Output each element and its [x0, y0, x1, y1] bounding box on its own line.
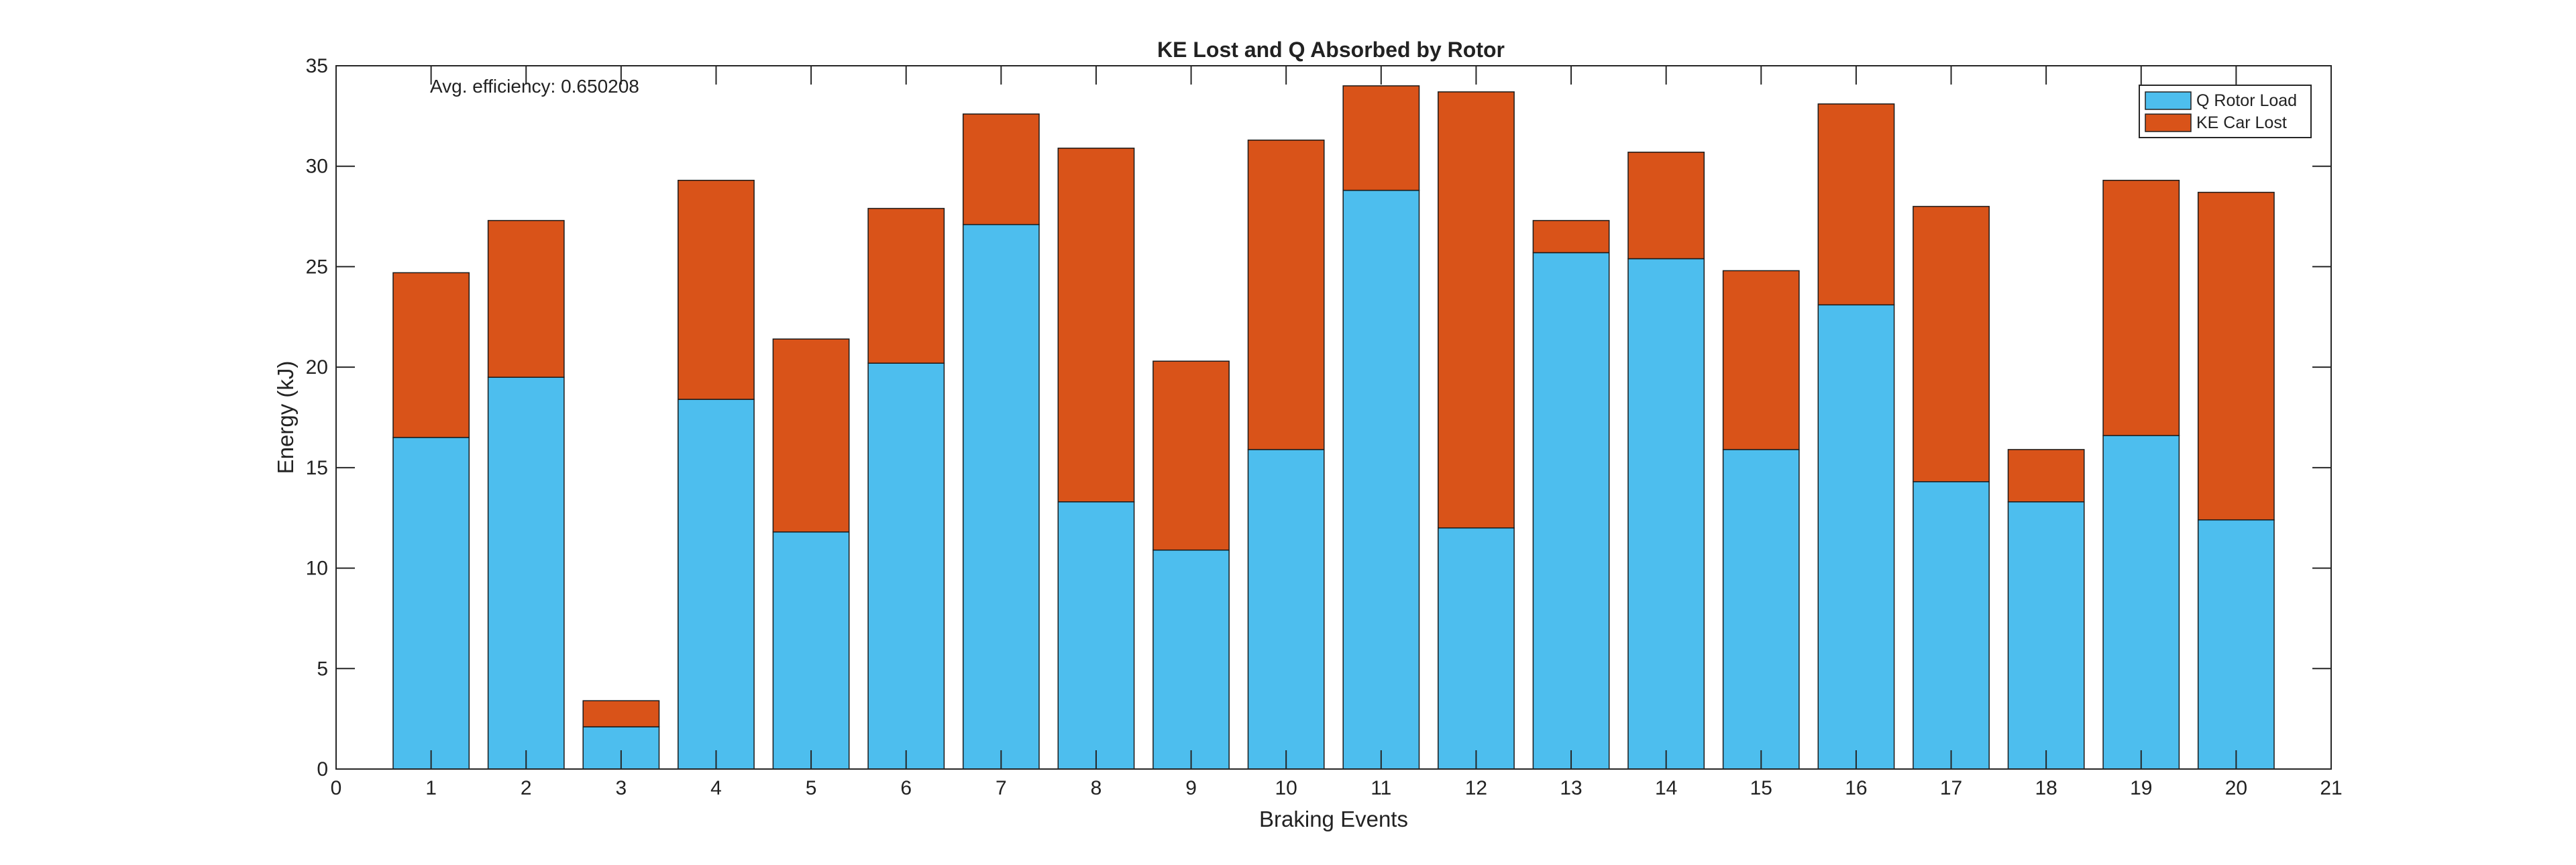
bar-ke-car-lost	[2197, 191, 2275, 521]
x-tick-label: 11	[1371, 777, 1391, 799]
bar-ke-car-lost	[772, 338, 850, 533]
y-tick-label: 10	[306, 558, 328, 580]
chart-title: KE Lost and Q Absorbed by Rotor	[1157, 38, 1505, 62]
x-tick-label: 1	[425, 777, 437, 799]
legend-swatch-ke-car-lost	[2145, 113, 2192, 132]
bar-q-rotor-load	[2007, 501, 2085, 770]
bar-ke-car-lost	[1342, 85, 1420, 191]
bar-ke-car-lost	[867, 207, 945, 364]
bars-layer	[392, 85, 2275, 770]
x-tick-label: 3	[616, 777, 627, 799]
bar-ke-car-lost	[1152, 360, 1230, 551]
y-tick-label: 25	[306, 256, 328, 278]
x-tick-label: 5	[806, 777, 817, 799]
y-tick-label: 35	[306, 55, 328, 77]
bar-ke-car-lost	[962, 113, 1040, 225]
x-tick-label: 12	[1465, 777, 1487, 799]
bar-q-rotor-load	[867, 362, 945, 770]
bar-q-rotor-load	[962, 223, 1040, 770]
x-tick-label: 21	[2320, 777, 2342, 799]
y-tick-label: 15	[306, 457, 328, 479]
bar-q-rotor-load	[772, 531, 850, 770]
y-axis-label: Energy (kJ)	[273, 361, 298, 474]
bar-ke-car-lost	[1438, 91, 1515, 529]
legend-label-q-rotor-load: Q Rotor Load	[2196, 91, 2297, 110]
axes-box	[335, 65, 2332, 770]
bar-ke-car-lost	[2102, 179, 2180, 436]
bar-q-rotor-load	[1342, 189, 1420, 770]
x-tick-label: 8	[1091, 777, 1102, 799]
x-tick-label: 15	[1750, 777, 1772, 799]
legend-label-ke-car-lost: KE Car Lost	[2196, 113, 2287, 132]
bar-q-rotor-load	[678, 399, 755, 770]
y-tick-label: 30	[306, 156, 328, 178]
x-tick-label: 10	[1275, 777, 1297, 799]
bar-ke-car-lost	[487, 219, 565, 378]
x-tick-label: 17	[1940, 777, 1962, 799]
bar-ke-car-lost	[392, 272, 470, 438]
x-tick-label: 14	[1655, 777, 1677, 799]
bar-q-rotor-load	[1627, 258, 1705, 770]
y-tick-label: 0	[317, 758, 328, 780]
bar-q-rotor-load	[2102, 435, 2180, 770]
y-tick-label: 20	[306, 356, 328, 378]
efficiency-annotation: Avg. efficiency: 0.650208	[430, 76, 639, 97]
x-tick-label: 20	[2225, 777, 2247, 799]
bar-q-rotor-load	[1152, 549, 1230, 770]
bar-q-rotor-load	[392, 437, 470, 770]
bar-ke-car-lost	[1627, 152, 1705, 260]
x-tick-label: 13	[1560, 777, 1582, 799]
bar-ke-car-lost	[1057, 148, 1135, 503]
x-tick-label: 6	[900, 777, 912, 799]
bar-ke-car-lost	[1532, 219, 1610, 254]
legend: Q Rotor Load KE Car Lost	[2139, 85, 2312, 138]
bar-ke-car-lost	[1247, 140, 1325, 450]
bar-q-rotor-load	[2197, 519, 2275, 770]
ticks-layer: 0 1 2 3 4 5 6 7 8 9 10 11 12 13 14 15 16 17 18 19 20 21051015…	[306, 55, 2343, 799]
x-tick-label: 16	[1845, 777, 1867, 799]
bar-ke-car-lost	[1817, 103, 1895, 306]
bar-q-rotor-load	[1817, 304, 1895, 770]
x-axis-label: Braking Events	[1259, 807, 1408, 831]
bar-q-rotor-load	[1247, 449, 1325, 770]
bar-ke-car-lost	[1913, 205, 1990, 482]
bar-q-rotor-load	[1722, 449, 1800, 770]
x-tick-label: 4	[710, 777, 722, 799]
bar-q-rotor-load	[487, 376, 565, 770]
x-tick-label: 7	[996, 777, 1007, 799]
x-tick-label: 19	[2130, 777, 2152, 799]
bar-q-rotor-load	[1913, 481, 1990, 770]
y-tick-label: 5	[317, 658, 328, 680]
bar-ke-car-lost	[2007, 449, 2085, 503]
bar-q-rotor-load	[1438, 527, 1515, 770]
bar-q-rotor-load	[1532, 252, 1610, 770]
x-tick-label: 9	[1185, 777, 1197, 799]
bar-ke-car-lost	[1722, 270, 1800, 450]
x-tick-label: 18	[2035, 777, 2057, 799]
bar-ke-car-lost	[582, 700, 660, 727]
x-tick-label: 2	[521, 777, 532, 799]
bar-q-rotor-load	[1057, 501, 1135, 770]
x-tick-label: 0	[331, 777, 342, 799]
bar-ke-car-lost	[678, 179, 755, 400]
legend-swatch-q-rotor-load	[2145, 91, 2192, 110]
